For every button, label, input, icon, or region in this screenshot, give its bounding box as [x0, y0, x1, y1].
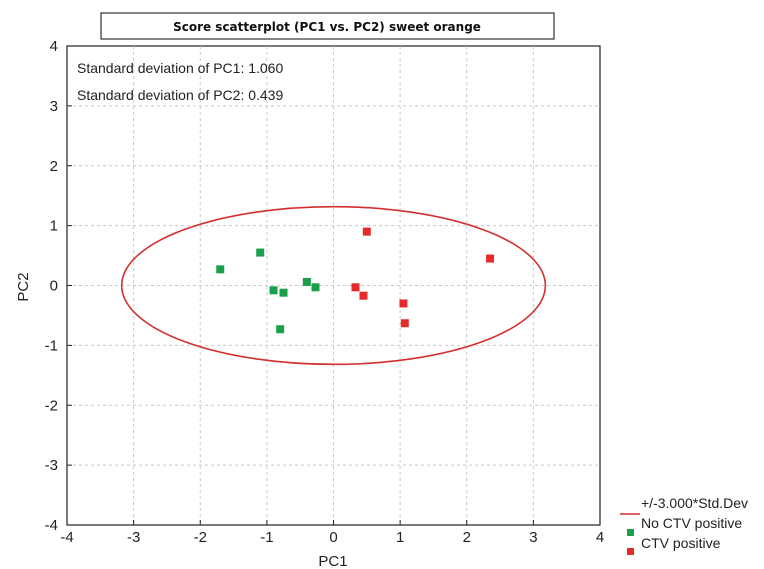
point-no-ctv-positive	[311, 283, 320, 292]
data-points	[216, 227, 495, 334]
confidence-ellipse-layer	[120, 205, 547, 366]
x-tick-label: 2	[463, 529, 471, 546]
x-axis-title: PC1	[318, 553, 347, 569]
point-no-ctv-positive	[216, 265, 225, 274]
point-ctv-positive	[362, 227, 371, 236]
y-tick-label: -1	[45, 337, 58, 354]
legend-swatch-ctv	[627, 548, 634, 555]
axis-ticks: -4 -3 -2 -1 0 1 2 3 4 4 3 2 1 0 -1 -2 -3 -4	[45, 38, 605, 546]
x-tick-label: 1	[396, 529, 404, 546]
point-ctv-positive	[399, 299, 408, 308]
x-tick-label: 4	[596, 529, 604, 546]
legend-label-ctv: CTV positive	[641, 535, 721, 551]
legend: +/-3.000*Std.Dev No CTV positive CTV pos…	[620, 495, 748, 555]
y-tick-label: 2	[50, 158, 58, 175]
y-tick-label: 0	[50, 278, 58, 295]
y-tick-label: 3	[50, 98, 58, 115]
point-ctv-positive	[486, 254, 495, 263]
point-no-ctv-positive	[279, 288, 288, 297]
point-no-ctv-positive	[269, 286, 278, 295]
y-tick-label: -2	[45, 397, 58, 414]
confidence-ellipse	[120, 205, 547, 366]
x-tick-label: 0	[329, 529, 337, 546]
point-ctv-positive	[400, 319, 409, 328]
x-tick-label: -1	[260, 529, 273, 546]
point-no-ctv-positive	[276, 325, 285, 334]
point-no-ctv-positive	[256, 248, 265, 257]
legend-swatch-no-ctv	[627, 529, 634, 536]
chart-title: Score scatterplot (PC1 vs. PC2) sweet or…	[173, 20, 481, 34]
y-tick-label: 1	[50, 218, 58, 235]
x-tick-label: -4	[60, 529, 73, 546]
annotation-pc2-sd: Standard deviation of PC2: 0.439	[77, 87, 283, 103]
y-tick-label: 4	[50, 38, 58, 55]
x-tick-label: 3	[529, 529, 537, 546]
legend-label-no-ctv: No CTV positive	[641, 515, 742, 531]
annotation-pc1-sd: Standard deviation of PC1: 1.060	[77, 60, 283, 76]
x-tick-label: -3	[127, 529, 140, 546]
grid-lines	[67, 46, 600, 525]
point-ctv-positive	[351, 283, 360, 292]
y-tick-label: -3	[45, 457, 58, 474]
chart-title-box	[100, 12, 555, 40]
y-tick-label: -4	[45, 517, 58, 534]
point-ctv-positive	[359, 291, 368, 300]
x-tick-label: -2	[194, 529, 207, 546]
point-no-ctv-positive	[302, 277, 311, 286]
legend-label-ellipse: +/-3.000*Std.Dev	[641, 495, 748, 511]
y-axis-title: PC2	[15, 272, 32, 301]
